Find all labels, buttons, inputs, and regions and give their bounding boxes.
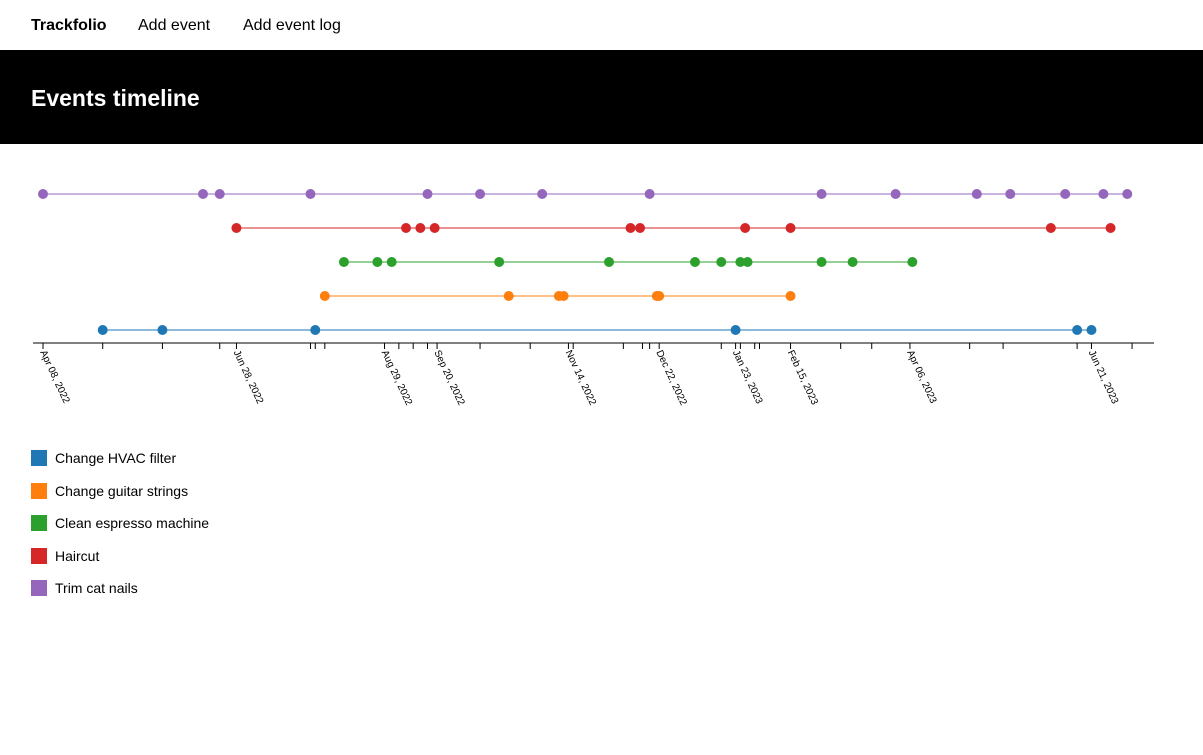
event-point-change-hvac-filter[interactable]: 2022-07-31 bbox=[310, 325, 321, 335]
event-point-trim-cat-nails[interactable]: 2022-11-03 bbox=[537, 189, 548, 199]
legend-label: Change guitar strings bbox=[55, 482, 189, 499]
x-axis-tick-label: Aug 29, 2022 bbox=[379, 349, 414, 408]
event-point-trim-cat-nails[interactable]: 2022-10-08 bbox=[475, 189, 486, 199]
event-point-clean-espresso-machine[interactable]: 2022-08-26 bbox=[372, 257, 383, 267]
event-point-haircut[interactable]: 2022-12-14 bbox=[635, 223, 646, 233]
event-point-haircut[interactable]: 2022-09-07 bbox=[401, 223, 412, 233]
event-point-change-hvac-filter[interactable]: 2023-06-21 bbox=[1086, 325, 1097, 335]
x-axis-tick-label: Jan 23, 2023 bbox=[730, 349, 765, 406]
event-point-haircut[interactable]: 2023-06-29 bbox=[1105, 223, 1116, 233]
event-point-clean-espresso-machine[interactable]: 2023-03-13 bbox=[847, 257, 858, 267]
nav-add-event[interactable]: Add event bbox=[138, 17, 211, 34]
legend-label: Clean espresso machine bbox=[55, 515, 210, 531]
legend-swatch bbox=[31, 580, 47, 596]
event-point-haircut[interactable]: 2023-02-15 bbox=[785, 223, 796, 233]
x-axis-tick-label: Dec 22, 2022 bbox=[653, 349, 688, 408]
event-point-trim-cat-nails[interactable]: 2023-06-10 bbox=[1060, 189, 1071, 199]
event-point-change-guitar-strings[interactable]: 2023-02-15 bbox=[785, 291, 796, 301]
event-point-trim-cat-nails[interactable]: 2023-02-28 bbox=[816, 189, 827, 199]
x-axis-tick-label: Jun 28, 2022 bbox=[231, 349, 266, 406]
event-point-change-guitar-strings[interactable]: 2022-12-22 bbox=[654, 291, 665, 301]
event-point-trim-cat-nails[interactable]: 2023-05-18 bbox=[1005, 189, 1016, 199]
x-axis-tick-label: Feb 15, 2023 bbox=[785, 349, 820, 407]
event-point-clean-espresso-machine[interactable]: 2022-08-12 bbox=[338, 257, 349, 267]
event-point-clean-espresso-machine[interactable]: 2022-10-16 bbox=[494, 257, 505, 267]
x-axis-tick-label: Apr 06, 2023 bbox=[904, 349, 938, 406]
event-point-change-hvac-filter[interactable]: 2022-05-28 bbox=[157, 325, 168, 335]
event-point-clean-espresso-machine[interactable]: 2023-02-28 bbox=[816, 257, 827, 267]
page-title: Events timeline bbox=[31, 85, 200, 111]
event-point-change-guitar-strings[interactable]: 2022-10-20 bbox=[503, 291, 514, 301]
legend-label: Trim cat nails bbox=[55, 580, 138, 596]
event-point-clean-espresso-machine[interactable]: 2023-01-28 bbox=[742, 257, 753, 267]
event-point-trim-cat-nails[interactable]: 2022-07-29 bbox=[305, 189, 316, 199]
event-point-clean-espresso-machine[interactable]: 2023-04-07 bbox=[907, 257, 918, 267]
event-point-haircut[interactable]: 2022-09-19 bbox=[429, 223, 440, 233]
event-point-trim-cat-nails[interactable]: 2022-12-18 bbox=[644, 189, 655, 199]
x-axis-tick-label: Sep 20, 2022 bbox=[431, 349, 466, 408]
legend-label: Change HVAC filter bbox=[55, 450, 177, 466]
event-point-trim-cat-nails[interactable]: 2023-06-26 bbox=[1098, 189, 1109, 199]
nav-add-event-log[interactable]: Add event log bbox=[243, 17, 341, 34]
event-point-clean-espresso-machine[interactable]: 2023-01-25 bbox=[735, 257, 746, 267]
event-point-change-hvac-filter[interactable]: 2023-06-15 bbox=[1072, 325, 1083, 335]
x-axis-tick-label: Jun 21, 2023 bbox=[1086, 349, 1121, 406]
event-point-haircut[interactable]: 2023-01-27 bbox=[740, 223, 751, 233]
event-point-change-guitar-strings[interactable]: 2022-08-04 bbox=[319, 291, 330, 301]
event-point-change-hvac-filter[interactable]: 2022-05-03 bbox=[97, 325, 108, 335]
event-point-haircut[interactable]: 2022-09-13 bbox=[415, 223, 426, 233]
x-axis-tick-label: Apr 08, 2022 bbox=[37, 349, 71, 406]
legend-swatch bbox=[31, 482, 47, 499]
top-navigation: Trackfolio Add event Add event log bbox=[0, 0, 1203, 50]
event-point-clean-espresso-machine[interactable]: 2023-01-17 bbox=[716, 257, 727, 267]
event-point-haircut[interactable]: 2023-06-04 bbox=[1045, 223, 1056, 233]
events-timeline-chart: 2022-05-03 2022-05-28 2022-07-31 2023-01-23… bbox=[33, 189, 1154, 408]
event-point-trim-cat-nails[interactable]: 2022-04-08 bbox=[38, 189, 48, 199]
event-point-clean-espresso-machine[interactable]: 2022-12-01 bbox=[604, 257, 615, 267]
event-point-trim-cat-nails[interactable]: 2023-05-04 bbox=[971, 189, 982, 199]
legend-swatch bbox=[31, 515, 47, 531]
event-point-trim-cat-nails[interactable]: 2022-06-14 bbox=[198, 189, 209, 199]
event-point-haircut[interactable]: 2022-06-28 bbox=[231, 223, 242, 233]
legend-swatch bbox=[31, 547, 47, 564]
brand-link[interactable]: Trackfolio bbox=[31, 17, 107, 34]
event-point-change-hvac-filter[interactable]: 2023-01-23 bbox=[730, 325, 741, 335]
event-point-change-guitar-strings[interactable]: 2022-11-12 bbox=[558, 291, 569, 301]
page-header: Events timeline bbox=[0, 50, 1203, 144]
event-point-trim-cat-nails[interactable]: 2022-06-21 bbox=[214, 189, 225, 199]
x-axis-tick-label: Nov 14, 2022 bbox=[563, 349, 598, 408]
event-point-trim-cat-nails[interactable]: 2023-07-06 bbox=[1122, 189, 1133, 199]
event-point-trim-cat-nails[interactable]: 2023-03-31 bbox=[890, 189, 901, 199]
legend-label: Haircut bbox=[55, 547, 100, 564]
event-point-clean-espresso-machine[interactable]: 2022-09-01 bbox=[386, 257, 397, 267]
event-point-trim-cat-nails[interactable]: 2022-09-16 bbox=[422, 189, 433, 199]
event-point-clean-espresso-machine[interactable]: 2023-01-06 bbox=[690, 257, 701, 267]
legend-swatch bbox=[31, 450, 47, 466]
event-point-haircut[interactable]: 2022-12-10 bbox=[625, 223, 636, 233]
